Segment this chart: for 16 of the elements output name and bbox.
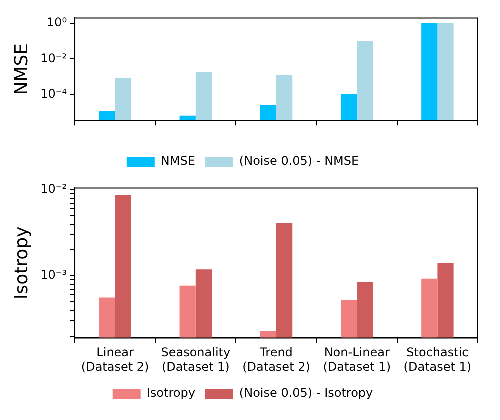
y-tick-label: 10⁻³ xyxy=(40,268,68,282)
x-tick-label: Stochastic (Dataset 1) xyxy=(404,346,472,374)
y-axis-title: Isotropy xyxy=(11,226,32,300)
y-tick-label: 10⁻² xyxy=(40,51,68,66)
legend-label: Isotropy xyxy=(146,386,196,400)
legend-label: NMSE xyxy=(160,154,196,168)
y-tick-label: 10⁰ xyxy=(46,16,68,30)
y-tick-label: 10⁻⁴ xyxy=(40,87,68,102)
y-axis-title: NMSE xyxy=(11,44,32,96)
y-tick-label: 10⁻² xyxy=(40,182,68,196)
x-tick-label: Linear (Dataset 2) xyxy=(81,346,150,374)
x-tick-label: Seasonality (Dataset 1) xyxy=(161,346,231,374)
legend-label: (Noise 0.05) - Isotropy xyxy=(239,386,374,400)
x-tick-label: Trend (Dataset 2) xyxy=(242,346,310,374)
legend-label: (Noise 0.05) - NMSE xyxy=(239,154,360,168)
x-tick-label: Non-Linear (Dataset 1) xyxy=(323,346,392,374)
